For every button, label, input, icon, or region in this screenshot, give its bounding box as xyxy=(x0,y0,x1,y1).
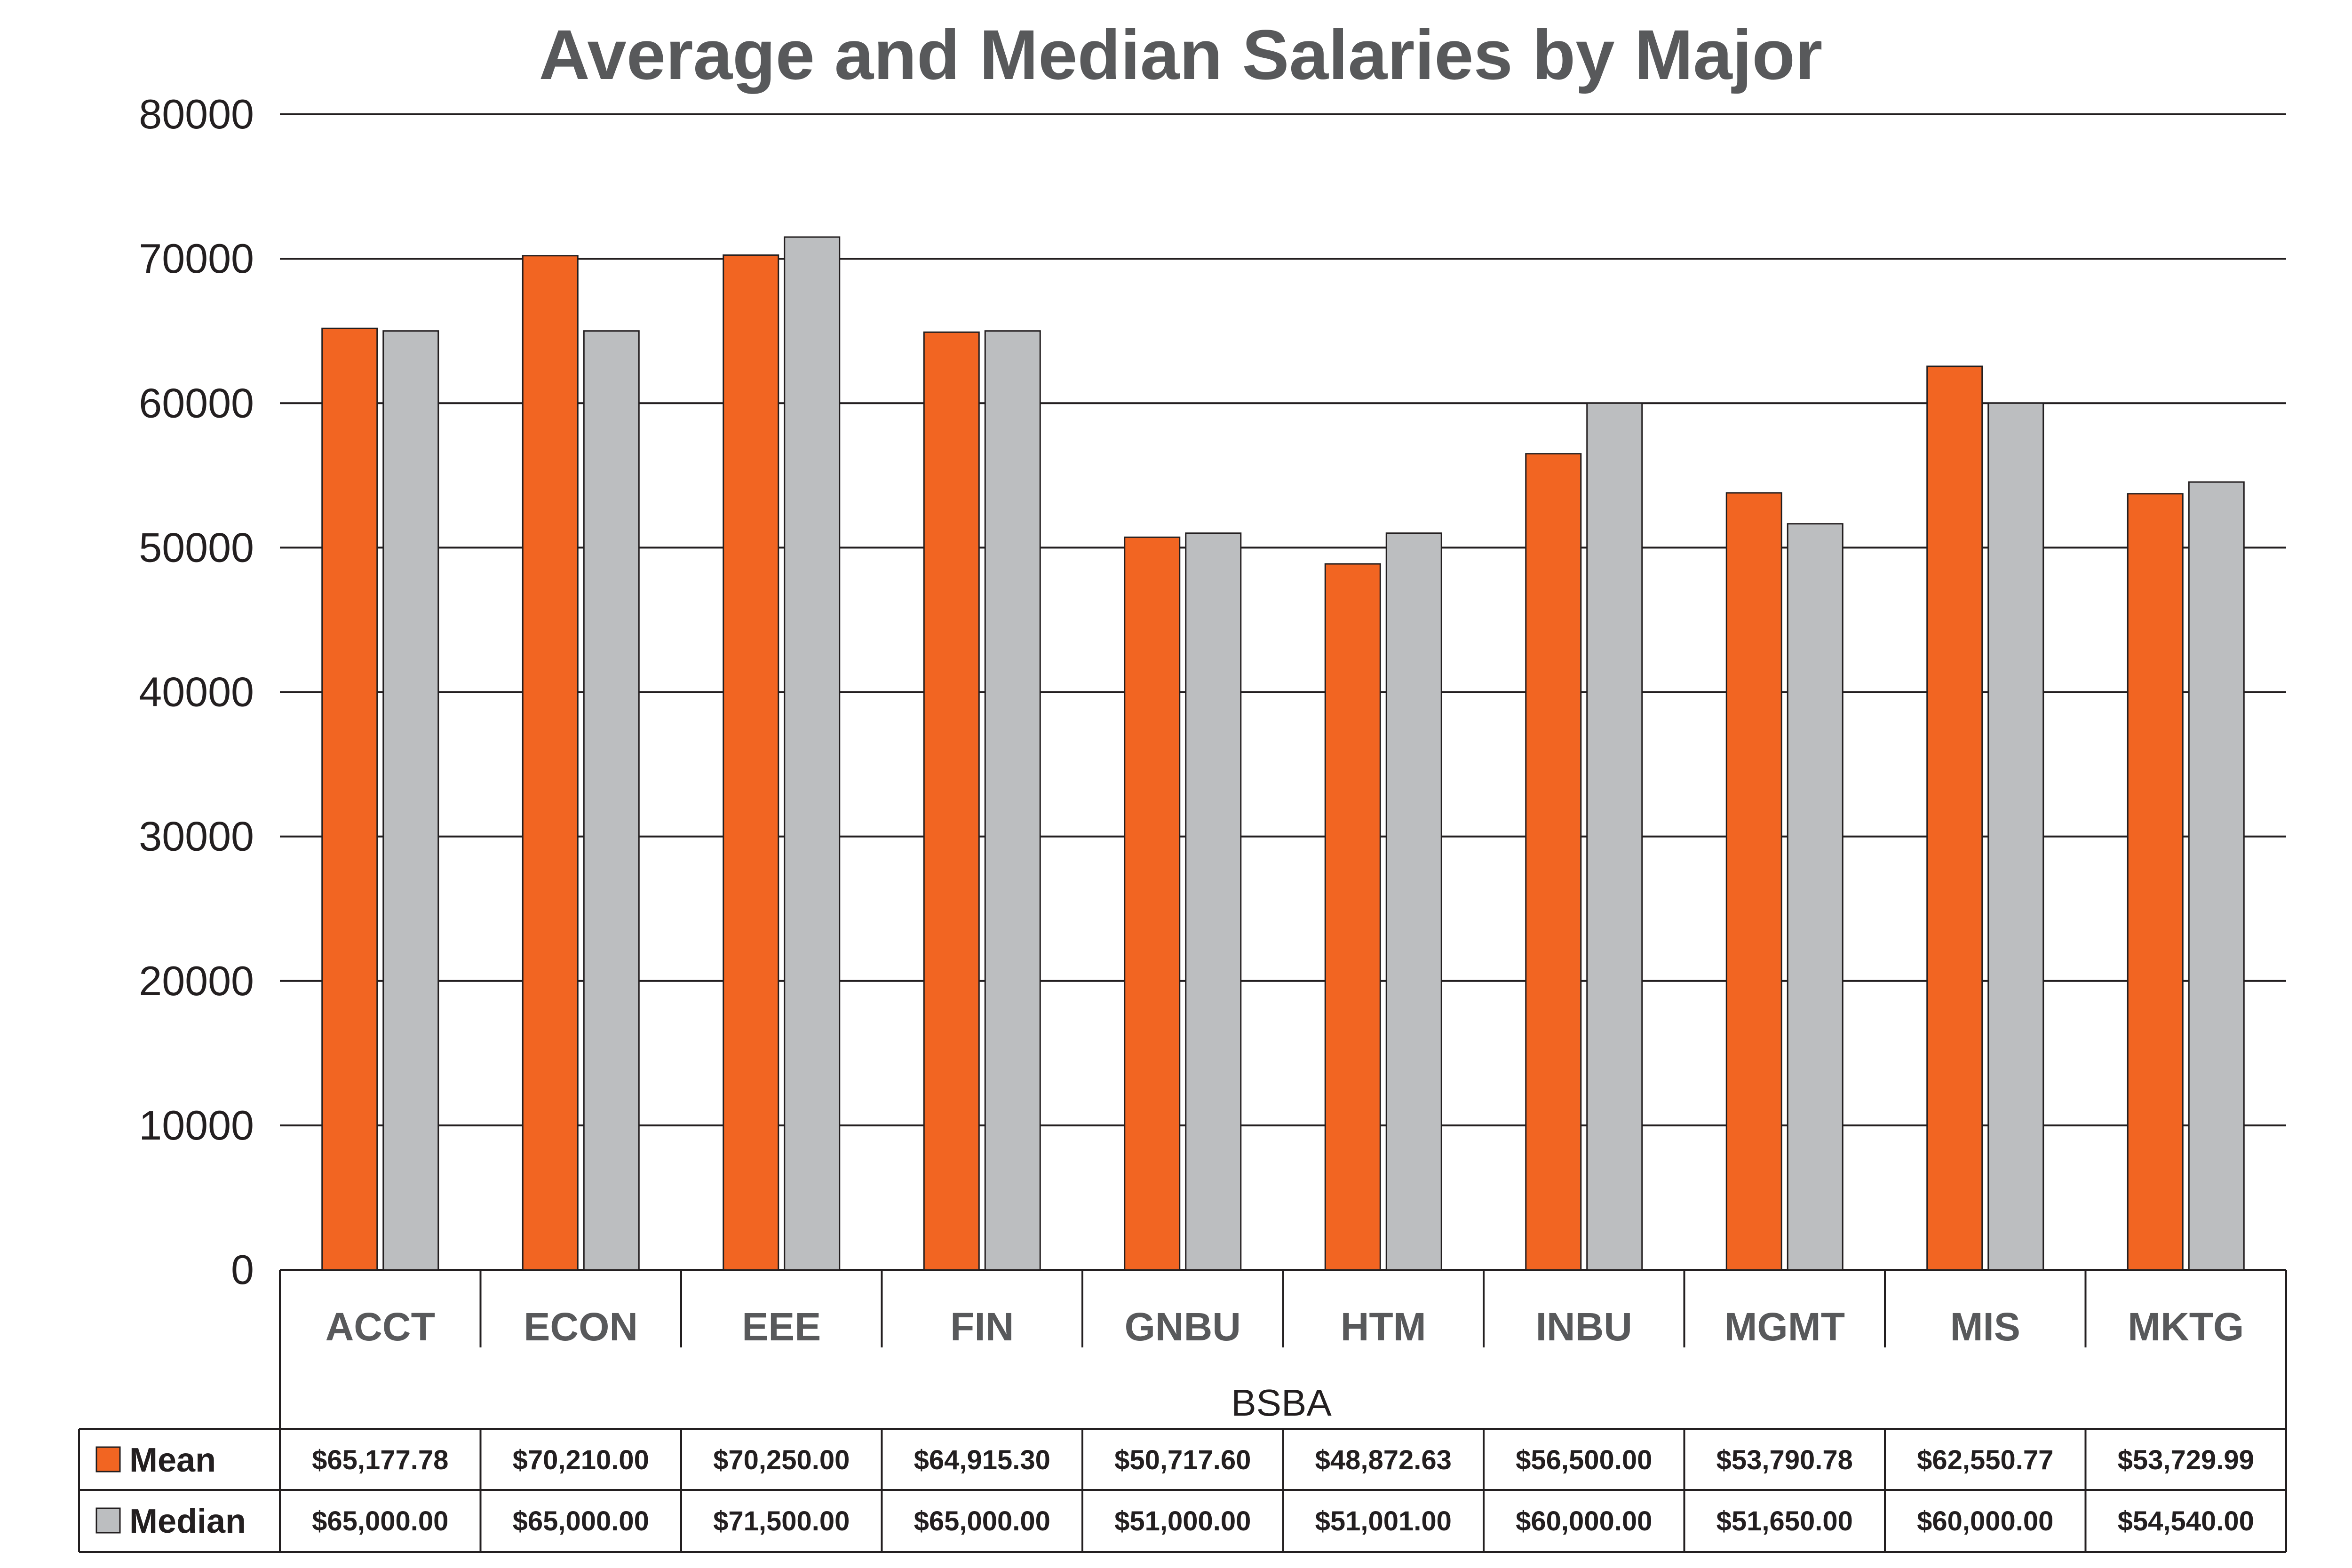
data-table: ACCT ECON EEE FIN GNBU HTM INBU MGMT MIS MKTG Mean… xyxy=(78,1270,2287,1553)
bar-mean xyxy=(1124,536,1181,1271)
table-cell: $65,000.00 xyxy=(513,1506,649,1536)
x-category-label: MIS xyxy=(1950,1305,2020,1349)
x-category-label: FIN xyxy=(950,1305,1014,1349)
table-cell: $60,000.00 xyxy=(1516,1506,1652,1536)
legend-label-median: Median xyxy=(129,1503,246,1540)
table-cell: $48,872.63 xyxy=(1315,1445,1452,1475)
x-category-label: ACCT xyxy=(326,1305,435,1349)
bar-mean xyxy=(1525,453,1582,1271)
bar-median xyxy=(583,330,640,1271)
bar-median xyxy=(1787,523,1843,1271)
table-cell: $51,650.00 xyxy=(1716,1506,1853,1536)
legend-swatch-mean xyxy=(95,1446,121,1473)
bar-median xyxy=(1987,402,2044,1271)
table-cell: $53,790.78 xyxy=(1716,1445,1853,1475)
table-cell: $64,915.30 xyxy=(914,1445,1050,1475)
table-cell: $54,540.00 xyxy=(2118,1506,2254,1536)
bar-mean xyxy=(2127,493,2184,1271)
x-category-label: MKTG xyxy=(2128,1305,2244,1349)
x-category-label: GNBU xyxy=(1125,1305,1241,1349)
bar-median xyxy=(1385,532,1442,1271)
bar-median xyxy=(784,236,841,1271)
y-tick-label: 70000 xyxy=(139,235,254,282)
x-category-label: ECON xyxy=(524,1305,638,1349)
x-category-label: MGMT xyxy=(1724,1305,1845,1349)
legend-swatch-median xyxy=(95,1507,121,1534)
table-cell: $60,000.00 xyxy=(1917,1506,2053,1536)
y-axis-ticks: 0 10000 20000 30000 40000 50000 60000 70000 8000… xyxy=(139,91,254,1293)
bar-mean xyxy=(1725,492,1782,1271)
bar-mean xyxy=(923,331,980,1271)
table-cell: $65,177.78 xyxy=(312,1445,448,1475)
table-cell: $71,500.00 xyxy=(713,1506,850,1536)
y-tick-label: 40000 xyxy=(139,669,254,715)
table-cell: $62,550.77 xyxy=(1917,1445,2053,1475)
bar-mean xyxy=(522,255,579,1271)
table-cell: $65,000.00 xyxy=(914,1506,1050,1536)
table-cell: $51,000.00 xyxy=(1114,1506,1251,1536)
x-category-label: HTM xyxy=(1341,1305,1426,1349)
legend-label-mean: Mean xyxy=(129,1441,216,1479)
x-category-label: EEE xyxy=(742,1305,821,1349)
bar-mean xyxy=(723,254,779,1271)
bar-median xyxy=(1185,532,1242,1271)
y-tick-label: 80000 xyxy=(139,91,254,137)
bar-median xyxy=(2188,481,2245,1271)
chart-title: Average and Median Salaries by Major xyxy=(539,15,1823,94)
y-tick-label: 60000 xyxy=(139,380,254,426)
y-tick-label: 30000 xyxy=(139,813,254,860)
table-cell: $56,500.00 xyxy=(1516,1445,1652,1475)
gridlines xyxy=(280,113,2286,1271)
y-tick-label: 20000 xyxy=(139,958,254,1004)
table-cell: $65,000.00 xyxy=(312,1506,448,1536)
bar-mean xyxy=(1324,563,1381,1271)
table-cell: $70,210.00 xyxy=(513,1445,649,1475)
bars xyxy=(321,236,2245,1271)
bar-mean xyxy=(1926,365,1983,1271)
table-cell: $53,729.99 xyxy=(2118,1445,2254,1475)
y-tick-label: 10000 xyxy=(139,1102,254,1148)
y-tick-label: 0 xyxy=(231,1246,254,1293)
table-cell: $51,001.00 xyxy=(1315,1506,1452,1536)
y-tick-label: 50000 xyxy=(139,524,254,570)
group-label: BSBA xyxy=(1231,1382,1332,1424)
bar-median xyxy=(984,330,1041,1271)
table-cell: $50,717.60 xyxy=(1114,1445,1251,1475)
bar-median xyxy=(1586,402,1643,1271)
table-cell: $70,250.00 xyxy=(713,1445,850,1475)
bar-mean xyxy=(321,327,378,1271)
x-category-label: INBU xyxy=(1536,1305,1632,1349)
bar-median xyxy=(382,330,439,1271)
